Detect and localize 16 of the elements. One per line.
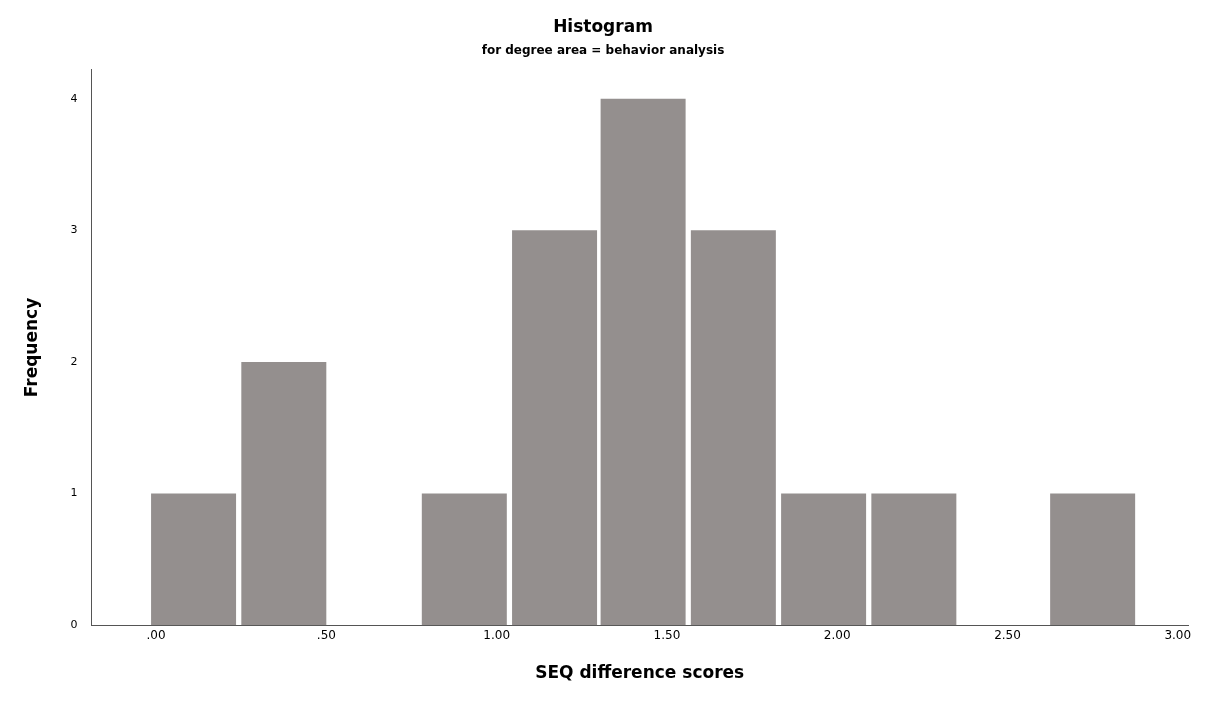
x-tick-label: .50 — [316, 627, 336, 642]
y-tick-label: 4 — [70, 91, 78, 105]
y-tick-label: 3 — [70, 223, 78, 237]
y-tick-label: 0 — [70, 618, 78, 632]
x-axis-title: SEQ difference scores — [535, 662, 745, 683]
x-tick-label: 2.50 — [994, 627, 1021, 642]
y-tick-label: 2 — [70, 354, 78, 368]
y-axis-title: Frequency — [20, 297, 41, 398]
chart-subtitle: for degree area = behavior analysis — [481, 42, 725, 57]
x-tick-label: 1.00 — [483, 627, 511, 642]
x-tick-label: 1.50 — [653, 627, 681, 642]
x-tick-label: .00 — [146, 627, 166, 642]
x-tick-label: 2.00 — [823, 627, 851, 642]
y-tick-label: 1 — [70, 486, 78, 500]
x-tick-label: 3.00 — [1164, 627, 1192, 642]
chart-title: Histogram — [553, 15, 653, 36]
